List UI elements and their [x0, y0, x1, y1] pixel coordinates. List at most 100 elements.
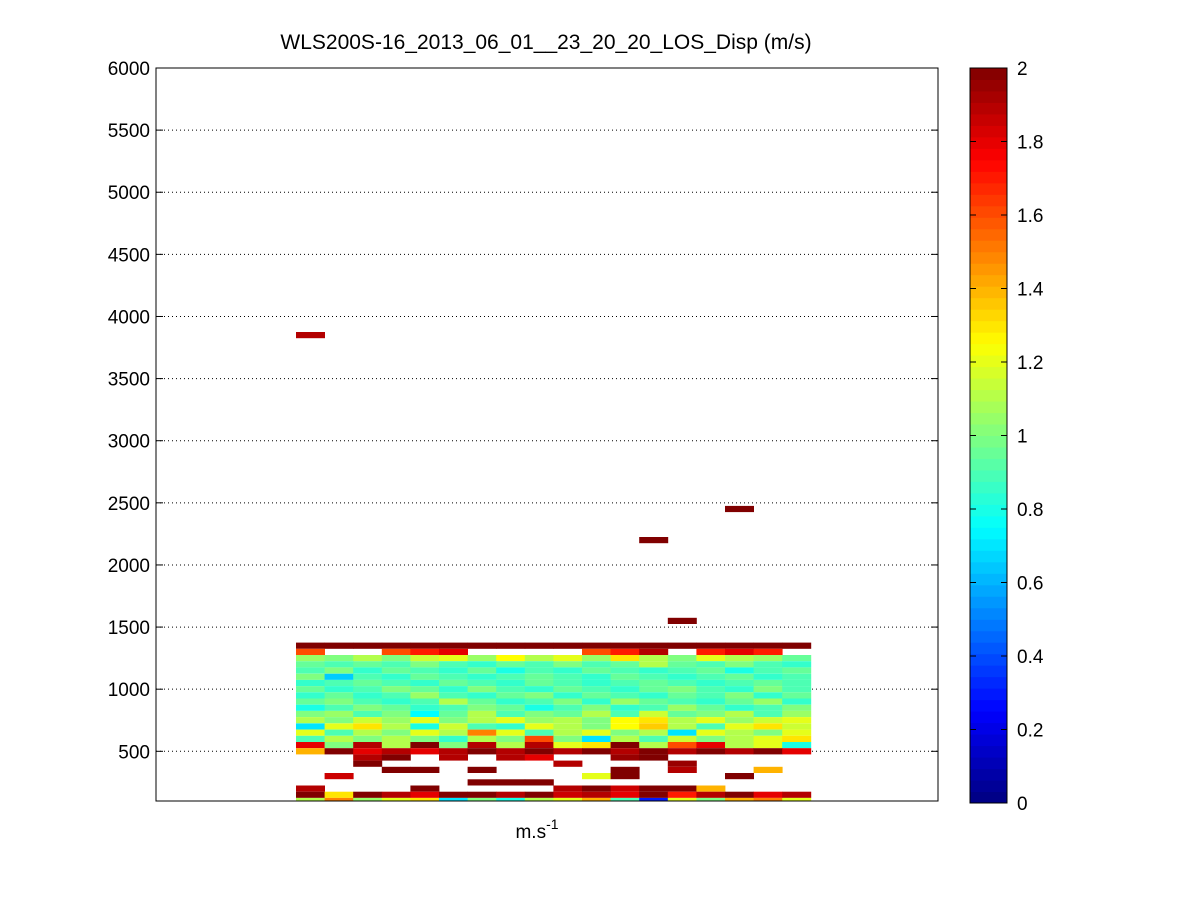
heatmap-cell: [610, 754, 640, 761]
heatmap-cell: [439, 704, 468, 711]
heatmap-cell: [410, 717, 440, 724]
colorbar: 0 0.2 0.4 0.6 0.8 1 1.2 1.4 1.6 1.8 2: [969, 59, 1044, 815]
heatmap-cell: [410, 742, 440, 749]
heatmap-cell: [439, 648, 468, 655]
colorbar-segment: [970, 458, 1007, 471]
heatmap-cell: [524, 698, 554, 705]
plot-frame: [155, 67, 939, 802]
heatmap-cell: [496, 642, 526, 649]
heatmap-cell: [439, 679, 468, 687]
colorbar-segment: [970, 688, 1007, 701]
heatmap-cell: [381, 667, 411, 674]
heatmap-cell: [639, 692, 669, 699]
heatmap-cell: [582, 692, 611, 699]
heatmap-cell: [582, 773, 611, 780]
colorbar-segment: [970, 734, 1007, 747]
colorbar-segment: [970, 642, 1007, 655]
colorbar-segment: [970, 446, 1007, 459]
colorbar-segment: [970, 573, 1007, 586]
heatmap-cell: [610, 642, 640, 649]
heatmap-cell: [324, 710, 354, 718]
y-tick-label: 6000: [108, 59, 150, 80]
heatmap-cell: [667, 655, 697, 662]
heatmap-cells: [296, 332, 812, 801]
heatmap-cell: [296, 673, 325, 680]
colorbar-segment: [970, 757, 1007, 770]
heatmap-cell: [439, 797, 468, 801]
heatmap-cell: [524, 735, 554, 742]
chart-title: WLS200S-16_2013_06_01__23_20_20_LOS_Disp…: [280, 31, 811, 54]
heatmap-cell: [381, 661, 411, 668]
heatmap-cell: [524, 679, 554, 687]
colorbar-segment: [970, 791, 1007, 804]
heatmap-cell: [610, 735, 640, 742]
colorbar-segment: [970, 263, 1007, 276]
heatmap-cell: [582, 710, 611, 718]
heatmap-cell: [725, 686, 754, 693]
heatmap-cell: [296, 710, 325, 718]
heatmap-cell: [467, 710, 497, 718]
heatmap-cell: [582, 723, 611, 730]
heatmap-cell: [667, 735, 697, 742]
heatmap-cell: [296, 729, 325, 736]
heatmap-cell: [610, 797, 640, 801]
heatmap-cell: [753, 710, 783, 718]
colorbar-segment: [970, 274, 1007, 287]
heatmap-cell: [782, 717, 812, 724]
heatmap-cell: [324, 686, 354, 693]
heatmap-cell: [582, 742, 611, 749]
heatmap-cell: [353, 686, 383, 693]
heatmap-cell: [467, 729, 497, 736]
heatmap-cell: [381, 642, 411, 649]
heatmap-cell: [667, 617, 697, 624]
heatmap-cell: [410, 679, 440, 687]
colorbar-segment: [970, 469, 1007, 482]
colorbar-segment: [970, 492, 1007, 505]
heatmap-cell: [296, 692, 325, 699]
heatmap-cell: [725, 505, 754, 513]
heatmap-cell: [324, 661, 354, 668]
heatmap-cell: [753, 791, 783, 798]
heatmap-cell: [696, 785, 726, 792]
heatmap-cell: [410, 748, 440, 755]
heatmap-cell: [524, 797, 554, 801]
heatmap-cell: [639, 667, 669, 674]
colorbar-segment: [970, 113, 1007, 126]
heatmap-cell: [696, 655, 726, 662]
heatmap-cell: [496, 698, 526, 705]
colorbar-segment: [970, 676, 1007, 689]
heatmap-cell: [381, 673, 411, 680]
heatmap-cell: [381, 791, 411, 798]
colorbar-segment: [970, 286, 1007, 299]
colorbar-tick-label: 0.8: [1017, 500, 1043, 521]
heatmap-cell: [353, 729, 383, 736]
heatmap-cell: [439, 754, 468, 761]
heatmap-cell: [610, 773, 640, 780]
heatmap-cell: [353, 698, 383, 705]
heatmap-cell: [553, 710, 583, 718]
heatmap-cell: [639, 723, 669, 730]
heatmap-cell: [582, 797, 611, 801]
heatmap-cell: [324, 797, 354, 801]
colorbar-segment: [970, 424, 1007, 436]
heatmap-cell: [753, 742, 783, 749]
heatmap-cell: [782, 673, 812, 680]
heatmap-cell: [467, 779, 497, 786]
heatmap-cell: [667, 723, 697, 730]
heatmap-cell: [467, 723, 497, 730]
heatmap-cell: [667, 673, 697, 680]
heatmap-cell: [296, 785, 325, 792]
heatmap-cell: [353, 797, 383, 801]
heatmap-cell: [410, 797, 440, 801]
heatmap-cell: [467, 642, 497, 649]
plot-area: 500 1000 1500 2000 2500 3000 3500 4000 4500 5000 5…: [108, 59, 939, 802]
heatmap-cell: [496, 655, 526, 662]
heatmap-cell: [582, 748, 611, 755]
heatmap-cell: [667, 785, 697, 792]
heatmap-cell: [725, 797, 754, 801]
heatmap-cell: [782, 698, 812, 705]
colorbar-segment: [970, 378, 1007, 391]
heatmap-cell: [467, 661, 497, 668]
colorbar-segment: [970, 309, 1007, 322]
heatmap-cell: [439, 692, 468, 699]
